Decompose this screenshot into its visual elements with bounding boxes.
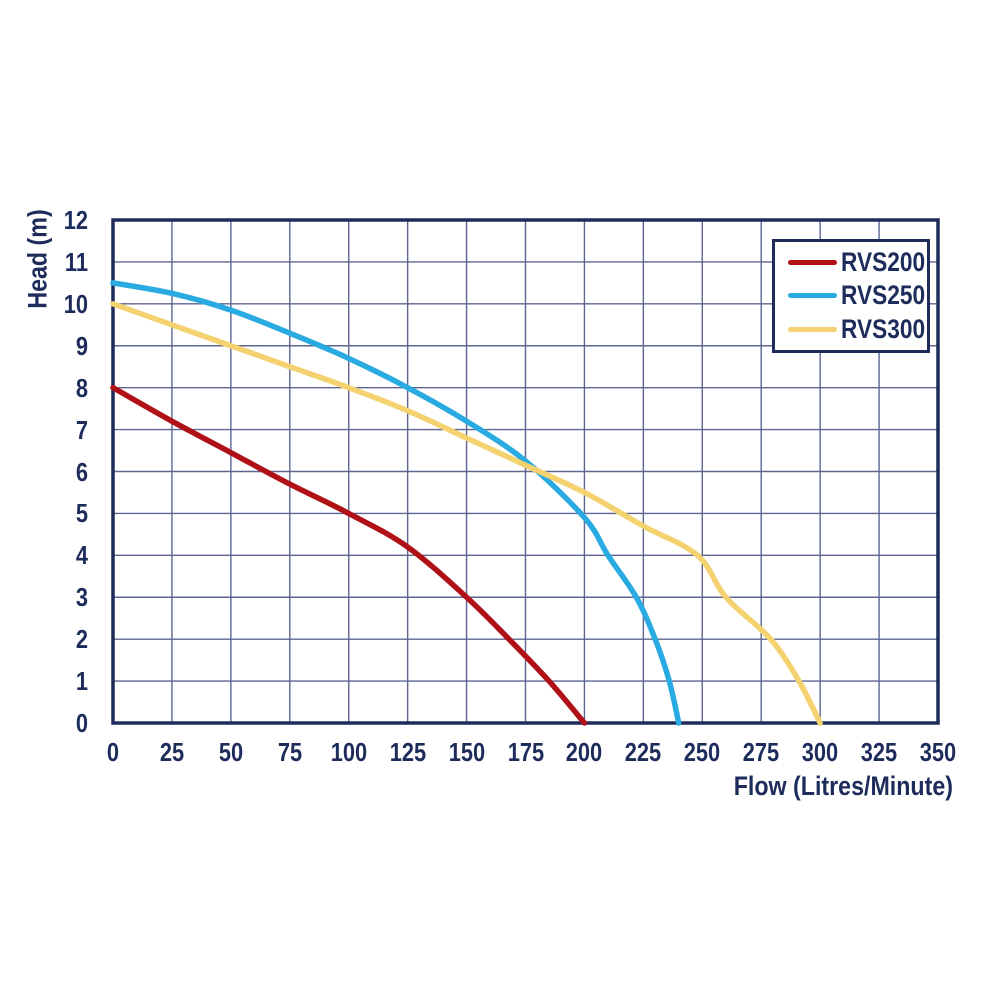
x-tick-label: 200 <box>566 737 603 767</box>
curve-rvs300 <box>110 301 823 726</box>
legend-item-rvs300: RVS300 <box>775 313 927 344</box>
y-tick-label: 4 <box>75 540 88 571</box>
y-axis-title: Head (m) <box>22 209 53 309</box>
y-tick-label: 0 <box>75 708 88 738</box>
y-tick-label: 10 <box>63 288 88 319</box>
x-tick-label: 175 <box>507 737 544 767</box>
y-tick-label: 8 <box>75 372 88 403</box>
legend-label-rvs300: RVS300 <box>841 313 926 344</box>
curves <box>110 280 823 726</box>
legend-label-rvs200: RVS200 <box>841 247 926 278</box>
x-axis-title: Flow (Litres/Minute) <box>733 771 953 801</box>
x-tick-label: 150 <box>448 737 485 767</box>
legend-swatch-rvs200 <box>788 260 837 266</box>
x-tick-label: 325 <box>860 737 898 767</box>
x-tick-label: 300 <box>801 737 839 767</box>
y-tick-label: 11 <box>64 246 88 277</box>
legend-item-rvs250: RVS250 <box>775 282 927 309</box>
x-tick-label: 250 <box>684 737 721 767</box>
gridlines <box>112 219 939 724</box>
legend-swatch-rvs250 <box>788 293 837 299</box>
y-tick-label: 2 <box>75 624 88 655</box>
x-tick-label: 275 <box>742 737 780 767</box>
legend-item-rvs200: RVS200 <box>775 249 927 276</box>
curve-rvs200 <box>110 384 588 726</box>
y-tick-label: 6 <box>75 456 88 487</box>
curve-rvs250 <box>110 280 682 726</box>
x-tick-label: 0 <box>106 737 120 767</box>
x-tick-label: 350 <box>919 737 957 767</box>
x-tick-label: 125 <box>389 737 426 767</box>
legend-swatch-rvs300 <box>788 326 837 332</box>
y-tick-label: 7 <box>75 414 88 445</box>
y-tick-label: 1 <box>75 666 88 697</box>
y-tick-label: 3 <box>75 582 88 613</box>
x-tick-label: 75 <box>277 737 302 767</box>
x-tick-label: 50 <box>218 737 243 767</box>
x-tick-label: 25 <box>159 737 185 767</box>
x-tick-label: 225 <box>625 737 662 767</box>
legend-label-rvs250: RVS250 <box>841 280 926 311</box>
y-tick-label: 5 <box>75 498 88 529</box>
legend: RVS200 RVS250 RVS300 <box>772 239 930 353</box>
x-tick-label: 100 <box>330 737 367 767</box>
y-tick-label: 12 <box>63 205 88 235</box>
y-tick-label: 9 <box>75 330 88 361</box>
plot-border <box>111 218 940 725</box>
